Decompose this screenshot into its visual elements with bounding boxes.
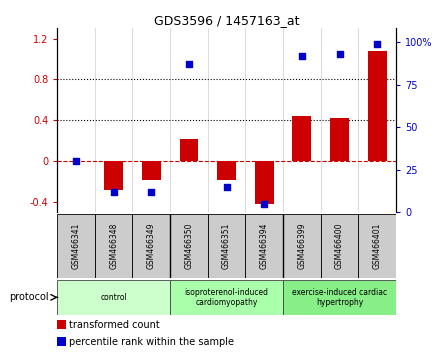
Bar <box>57 337 66 346</box>
FancyBboxPatch shape <box>208 214 246 278</box>
Text: isoproterenol-induced
cardiomyopathy: isoproterenol-induced cardiomyopathy <box>185 288 268 307</box>
FancyBboxPatch shape <box>95 214 132 278</box>
Bar <box>180 139 198 161</box>
Text: exercise-induced cardiac
hypertrophy: exercise-induced cardiac hypertrophy <box>292 288 387 307</box>
Point <box>374 41 381 46</box>
FancyBboxPatch shape <box>283 214 321 278</box>
FancyBboxPatch shape <box>170 280 283 315</box>
Bar <box>57 320 66 329</box>
Text: GSM466348: GSM466348 <box>109 223 118 269</box>
Bar <box>255 161 274 204</box>
Bar <box>104 161 123 190</box>
Text: protocol: protocol <box>9 292 48 302</box>
Text: control: control <box>100 293 127 302</box>
Text: GSM466401: GSM466401 <box>373 223 381 269</box>
Text: GSM466350: GSM466350 <box>184 223 194 269</box>
FancyBboxPatch shape <box>170 214 208 278</box>
Bar <box>368 51 387 161</box>
Point <box>223 184 230 190</box>
Bar <box>330 118 349 161</box>
Bar <box>217 161 236 180</box>
FancyBboxPatch shape <box>57 214 95 278</box>
FancyBboxPatch shape <box>321 214 358 278</box>
Text: GSM466341: GSM466341 <box>72 223 81 269</box>
Text: GSM466400: GSM466400 <box>335 223 344 269</box>
Text: GSM466349: GSM466349 <box>147 223 156 269</box>
FancyBboxPatch shape <box>132 214 170 278</box>
Point <box>336 51 343 57</box>
Bar <box>142 161 161 180</box>
FancyBboxPatch shape <box>283 280 396 315</box>
Text: GSM466351: GSM466351 <box>222 223 231 269</box>
Text: GSM466394: GSM466394 <box>260 223 269 269</box>
Bar <box>293 116 312 161</box>
Point <box>261 201 268 207</box>
Title: GDS3596 / 1457163_at: GDS3596 / 1457163_at <box>154 14 299 27</box>
Point <box>148 189 155 195</box>
Text: percentile rank within the sample: percentile rank within the sample <box>69 337 234 347</box>
Point <box>185 61 192 67</box>
Text: transformed count: transformed count <box>69 320 160 330</box>
FancyBboxPatch shape <box>246 214 283 278</box>
Text: GSM466399: GSM466399 <box>297 223 306 269</box>
FancyBboxPatch shape <box>358 214 396 278</box>
FancyBboxPatch shape <box>57 280 170 315</box>
Point <box>298 53 305 58</box>
Point <box>73 159 80 164</box>
Point <box>110 189 117 195</box>
